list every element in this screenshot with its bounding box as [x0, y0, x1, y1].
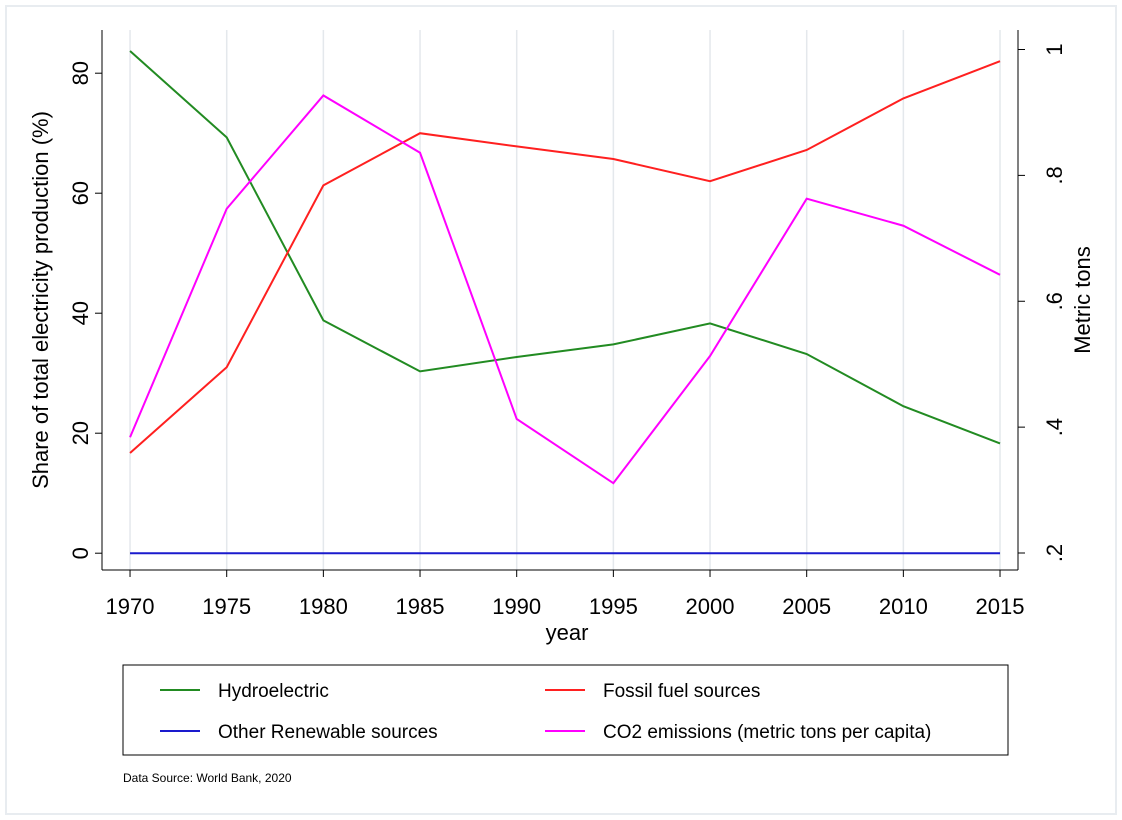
- x-axis-title: year: [546, 620, 589, 645]
- x-tick-label: 2005: [782, 594, 831, 619]
- x-tick-label: 2000: [686, 594, 735, 619]
- series-line: [129, 94, 1001, 485]
- legend-label: Other Renewable sources: [218, 722, 438, 743]
- legend-box: [122, 664, 1009, 756]
- x-tick-label: 1980: [299, 594, 348, 619]
- legend-label: Fossil fuel sources: [603, 681, 760, 702]
- y-tick-label: 0: [68, 547, 93, 559]
- y2-tick-label: .4: [1042, 418, 1067, 436]
- y-tick-label: 80: [68, 61, 93, 85]
- x-tick-label: 1985: [396, 594, 445, 619]
- y2-tick-label: 1: [1042, 43, 1067, 55]
- x-tick-label: 1990: [492, 594, 541, 619]
- x-tick-label: 1970: [106, 594, 155, 619]
- x-tick-label: 2015: [976, 594, 1025, 619]
- x-tick-label: 1995: [589, 594, 638, 619]
- source-note: Data Source: World Bank, 2020: [123, 771, 292, 785]
- y2-tick-label: .6: [1042, 292, 1067, 310]
- x-tick-label: 1975: [202, 594, 251, 619]
- y2-axis-title: Metric tons: [1070, 246, 1095, 354]
- y-tick-label: 60: [68, 181, 93, 205]
- y-axis-title: Share of total electricity production (%…: [28, 111, 53, 489]
- y-tick-label: 20: [68, 421, 93, 445]
- series-line: [129, 50, 1001, 445]
- legend-label: CO2 emissions (metric tons per capita): [603, 722, 931, 743]
- y2-tick-label: .2: [1042, 544, 1067, 562]
- y2-tick-label: .8: [1042, 166, 1067, 184]
- legend-label: Hydroelectric: [218, 681, 329, 702]
- series-line: [129, 60, 1001, 454]
- y-tick-label: 40: [68, 301, 93, 325]
- x-tick-label: 2010: [879, 594, 928, 619]
